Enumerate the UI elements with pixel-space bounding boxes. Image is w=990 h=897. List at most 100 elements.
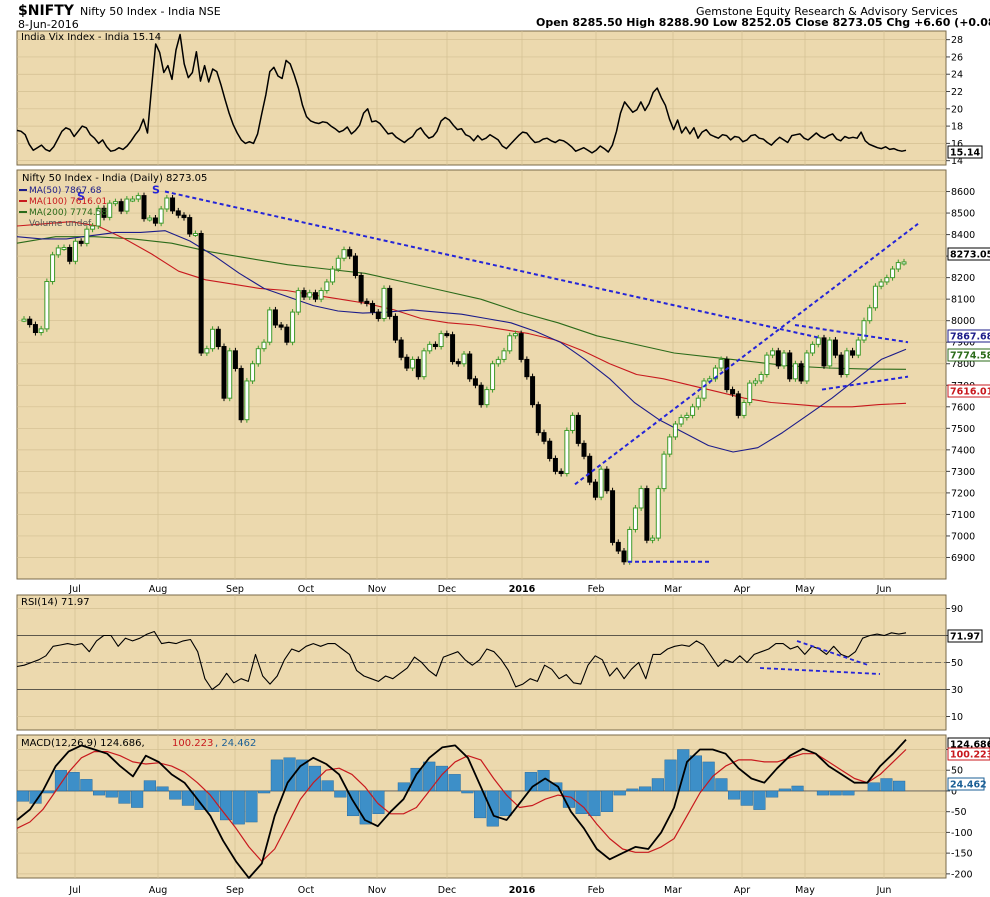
candle-body: [44, 281, 50, 330]
candle-body: [387, 287, 393, 317]
candle-body: [615, 541, 621, 552]
y-tick-label: 7000: [951, 531, 975, 542]
trendline: [794, 324, 909, 344]
ma-legend-label: MA(50) 7867.68: [29, 186, 102, 196]
macd-histogram-bar: [321, 780, 334, 792]
candle-body: [638, 488, 644, 509]
macd-histogram-bar: [308, 765, 322, 792]
rsi-trendline: [796, 640, 869, 666]
candle-body: [135, 195, 141, 200]
candle-body: [644, 488, 650, 541]
macd-histogram-bar: [524, 772, 537, 792]
candle-body: [878, 281, 884, 287]
candle-body: [215, 328, 221, 348]
candle-body: [21, 318, 27, 322]
candle-body: [770, 350, 776, 356]
candle-body: [170, 197, 176, 212]
macd-histogram-bar: [219, 790, 233, 821]
candle-body: [661, 453, 667, 490]
candle-body: [78, 240, 84, 244]
ma200-line: [16, 236, 907, 370]
vix-last-value-box: [947, 145, 983, 159]
macd-histogram-bar: [702, 761, 715, 792]
macd-signal-tag-box: [947, 747, 990, 761]
macd-histogram-bar: [232, 790, 245, 825]
macd-histogram-bar: [207, 790, 220, 812]
macd-histogram-bar: [67, 772, 80, 792]
candle-body: [655, 488, 661, 539]
candle-body: [272, 309, 278, 326]
candle-body: [490, 363, 496, 391]
candle-body: [284, 326, 290, 343]
candle-body: [50, 254, 56, 283]
y-tick-label: 7400: [951, 445, 975, 456]
candle-body: [604, 468, 610, 492]
macd-histogram-bar: [829, 790, 842, 796]
candle-body: [575, 414, 581, 444]
candle-body: [781, 352, 787, 367]
candle-body: [678, 417, 684, 425]
macd-histogram-bar: [131, 790, 144, 808]
candle-body: [90, 225, 96, 230]
pattern-label: S: [152, 184, 160, 197]
y-tick-label: 24: [951, 70, 963, 81]
candle-body: [827, 339, 833, 367]
macd-histogram-bar: [296, 759, 309, 792]
candle-body: [558, 470, 564, 475]
x-tick-label: Dec: [438, 885, 456, 896]
macd-histogram-bar: [651, 778, 664, 792]
candle-body: [227, 350, 233, 399]
macd-histogram-bar: [194, 790, 207, 810]
y-tick-label: 50: [951, 658, 963, 669]
macd-histogram-bar: [92, 790, 106, 796]
candle-body: [804, 352, 810, 382]
macd-histogram-bar: [435, 765, 449, 792]
candle-body: [472, 378, 478, 386]
candle-body: [810, 343, 816, 354]
candle-body: [850, 350, 856, 356]
candle-body: [61, 246, 67, 250]
candle-body: [724, 358, 730, 391]
chart-instrument-name: Nifty 50 Index - India NSE: [80, 5, 221, 18]
macd-histogram-bar: [728, 790, 741, 800]
candle-body: [741, 401, 747, 416]
ma200-value-tag: 7774.58: [950, 351, 990, 362]
macd-histogram-bar: [486, 790, 499, 827]
candle-body: [118, 201, 124, 212]
y-tick-label: 90: [951, 604, 963, 615]
candle-body: [690, 406, 696, 416]
candle-body: [181, 214, 187, 219]
x-tick-label: Aug: [149, 584, 168, 595]
y-tick-label: 22: [951, 87, 963, 98]
candle-body: [872, 285, 878, 309]
candle-body: [684, 414, 690, 419]
x-tick-label: Mar: [664, 584, 682, 595]
macd-histogram-bar: [410, 767, 423, 792]
candle-body: [621, 550, 627, 563]
y-tick-label: 7800: [951, 359, 975, 370]
candle-body: [650, 537, 656, 541]
macd-histogram-value: , 24.462: [215, 738, 256, 749]
candle-body: [130, 198, 136, 202]
macd-histogram-bar: [448, 774, 461, 792]
macd-histogram-bar: [283, 757, 296, 792]
candle-body: [221, 346, 227, 399]
candle-body: [861, 320, 867, 341]
candle-body: [164, 197, 170, 210]
candle-body: [72, 240, 78, 262]
candle-body: [364, 300, 370, 304]
candle-body: [232, 350, 238, 369]
candle-body: [564, 429, 570, 475]
macd-panel-title: MACD(12,26,9) 124.686,: [21, 738, 145, 749]
candle-body: [147, 217, 153, 221]
x-tick-label: 2016: [509, 885, 536, 896]
macd-histogram-bar: [474, 790, 487, 819]
macd-histogram-tag-box: [947, 777, 985, 791]
macd-histogram-bar: [181, 790, 195, 806]
macd-histogram-bar: [105, 790, 118, 798]
candle-body: [370, 302, 376, 313]
macd-histogram-bar: [118, 790, 131, 804]
candle-body: [752, 380, 758, 384]
y-tick-label: -100: [951, 828, 973, 839]
macd-histogram-bar: [169, 790, 182, 800]
